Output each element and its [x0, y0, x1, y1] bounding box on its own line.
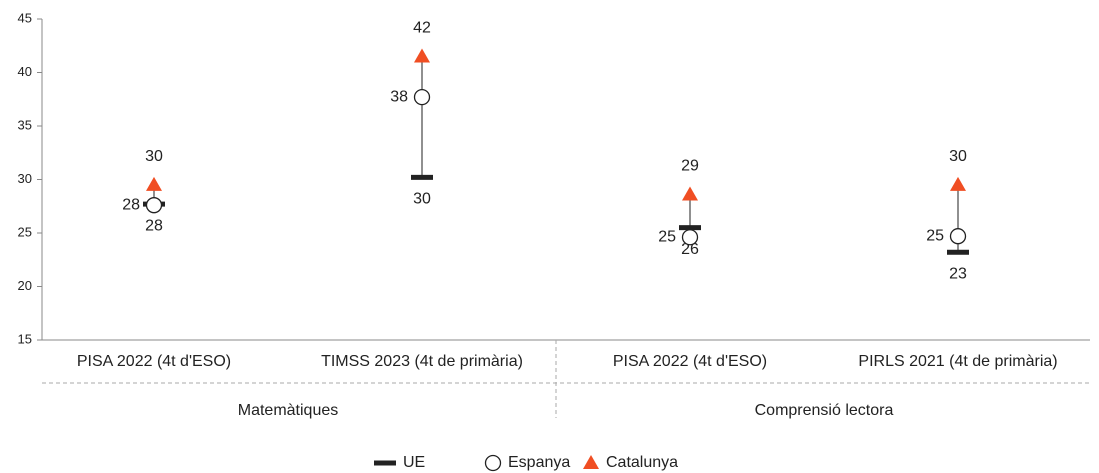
legend-swatch — [374, 460, 396, 466]
x-tick-label: PISA 2022 (4t d'ESO) — [613, 353, 767, 370]
group-label: Comprensió lectora — [755, 402, 894, 419]
legend-label: Catalunya — [606, 454, 678, 471]
value-label: 30 — [413, 191, 431, 208]
value-label: 25 — [658, 228, 676, 245]
value-label: 28 — [145, 217, 163, 234]
value-label: 30 — [145, 148, 163, 165]
value-label: 28 — [122, 196, 140, 213]
catalunya-marker — [950, 176, 966, 191]
ue-marker — [679, 225, 701, 231]
y-tick-label: 25 — [18, 224, 32, 239]
legend-swatch — [484, 454, 502, 472]
y-tick-label: 30 — [18, 171, 32, 186]
y-tick-label: 40 — [18, 64, 32, 79]
legend-swatch — [583, 455, 599, 469]
catalunya-marker — [682, 186, 698, 201]
legend-label: UE — [403, 454, 425, 471]
espanya-marker — [949, 228, 967, 245]
value-label: 38 — [390, 88, 408, 105]
value-label: 23 — [949, 265, 967, 282]
y-tick-label: 35 — [18, 117, 32, 132]
value-label: 29 — [681, 158, 699, 175]
catalunya-marker — [146, 176, 162, 191]
espanya-marker — [145, 197, 163, 214]
value-label: 25 — [926, 227, 944, 244]
ue-marker — [411, 174, 433, 180]
value-label: 26 — [681, 241, 699, 258]
y-tick-label: 15 — [18, 331, 32, 346]
catalunya-marker — [414, 48, 430, 63]
value-label: 42 — [413, 20, 431, 37]
espanya-marker — [681, 229, 699, 246]
y-tick-label: 20 — [18, 278, 32, 293]
group-label: Matemàtiques — [238, 402, 339, 419]
legend-label: Espanya — [508, 454, 570, 471]
espanya-marker — [413, 88, 431, 106]
y-tick-label: 45 — [18, 10, 32, 25]
x-tick-label: PIRLS 2021 (4t de primària) — [858, 353, 1057, 370]
x-tick-label: PISA 2022 (4t d'ESO) — [77, 353, 231, 370]
x-tick-label: TIMSS 2023 (4t de primària) — [321, 353, 523, 370]
value-label: 30 — [949, 148, 967, 165]
ue-marker — [947, 249, 969, 255]
